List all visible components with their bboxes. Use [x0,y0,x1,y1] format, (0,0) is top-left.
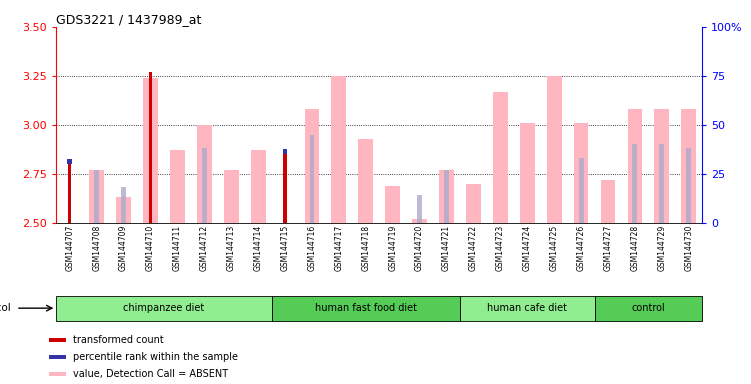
Bar [49,355,66,359]
Text: percentile rank within the sample: percentile rank within the sample [73,352,238,362]
Bar [143,78,158,223]
Bar [309,135,315,223]
Bar [547,76,562,223]
Bar [149,72,152,223]
Text: GSM144725: GSM144725 [550,225,559,271]
Text: GSM144726: GSM144726 [577,225,586,271]
Bar [654,109,669,223]
Bar [121,187,126,223]
Text: GSM144719: GSM144719 [388,225,397,271]
Bar [681,109,696,223]
Text: control: control [632,303,665,313]
Bar [197,125,212,223]
Bar [282,149,288,154]
Bar [283,154,287,223]
Text: GSM144722: GSM144722 [469,225,478,271]
Bar [170,150,185,223]
Bar [68,159,72,164]
Bar [224,170,239,223]
Bar [89,170,104,223]
Text: GSM144714: GSM144714 [254,225,263,271]
Text: GDS3221 / 1437989_at: GDS3221 / 1437989_at [56,13,202,26]
Text: GSM144710: GSM144710 [146,225,155,271]
Bar [574,123,589,223]
Text: value, Detection Call = ABSENT: value, Detection Call = ABSENT [73,369,228,379]
Bar [305,109,319,223]
Text: GSM144717: GSM144717 [334,225,343,271]
Text: GSM144708: GSM144708 [92,225,101,271]
Bar [439,170,454,223]
Text: GSM144715: GSM144715 [281,225,290,271]
Text: human cafe diet: human cafe diet [487,303,567,313]
Bar [418,195,422,223]
Text: GSM144709: GSM144709 [119,225,128,271]
Text: human fast food diet: human fast food diet [315,303,417,313]
Text: chimpanzee diet: chimpanzee diet [123,303,204,313]
Bar [251,150,266,223]
Text: GSM144721: GSM144721 [442,225,451,271]
Text: transformed count: transformed count [73,335,164,345]
Text: GSM144730: GSM144730 [684,225,693,271]
Text: GSM144713: GSM144713 [227,225,236,271]
Bar [628,109,642,223]
Bar [579,158,584,223]
Bar [95,170,99,223]
Text: GSM144728: GSM144728 [630,225,639,271]
Text: GSM144727: GSM144727 [604,225,613,271]
Text: GSM144724: GSM144724 [523,225,532,271]
Bar [493,91,508,223]
Bar [466,184,481,223]
Text: GSM144716: GSM144716 [307,225,316,271]
Bar [520,123,535,223]
Bar [49,372,66,376]
Bar [385,185,400,223]
Text: GSM144711: GSM144711 [173,225,182,271]
Bar [202,148,207,223]
Bar [460,296,595,321]
Bar [331,76,346,223]
Bar [272,296,460,321]
Bar [56,296,272,321]
Bar [49,338,66,342]
Bar [632,144,638,223]
Bar [358,139,373,223]
Bar [68,164,71,223]
Text: GSM144707: GSM144707 [65,225,74,271]
Text: GSM144720: GSM144720 [415,225,424,271]
Bar [412,219,427,223]
Text: GSM144723: GSM144723 [496,225,505,271]
Bar [444,170,449,223]
Bar [601,180,615,223]
Bar [659,144,664,223]
Bar [595,296,702,321]
Text: GSM144718: GSM144718 [361,225,370,271]
Text: protocol: protocol [0,303,11,313]
Bar [116,197,131,223]
Text: GSM144729: GSM144729 [657,225,666,271]
Text: GSM144712: GSM144712 [200,225,209,271]
Bar [686,148,691,223]
